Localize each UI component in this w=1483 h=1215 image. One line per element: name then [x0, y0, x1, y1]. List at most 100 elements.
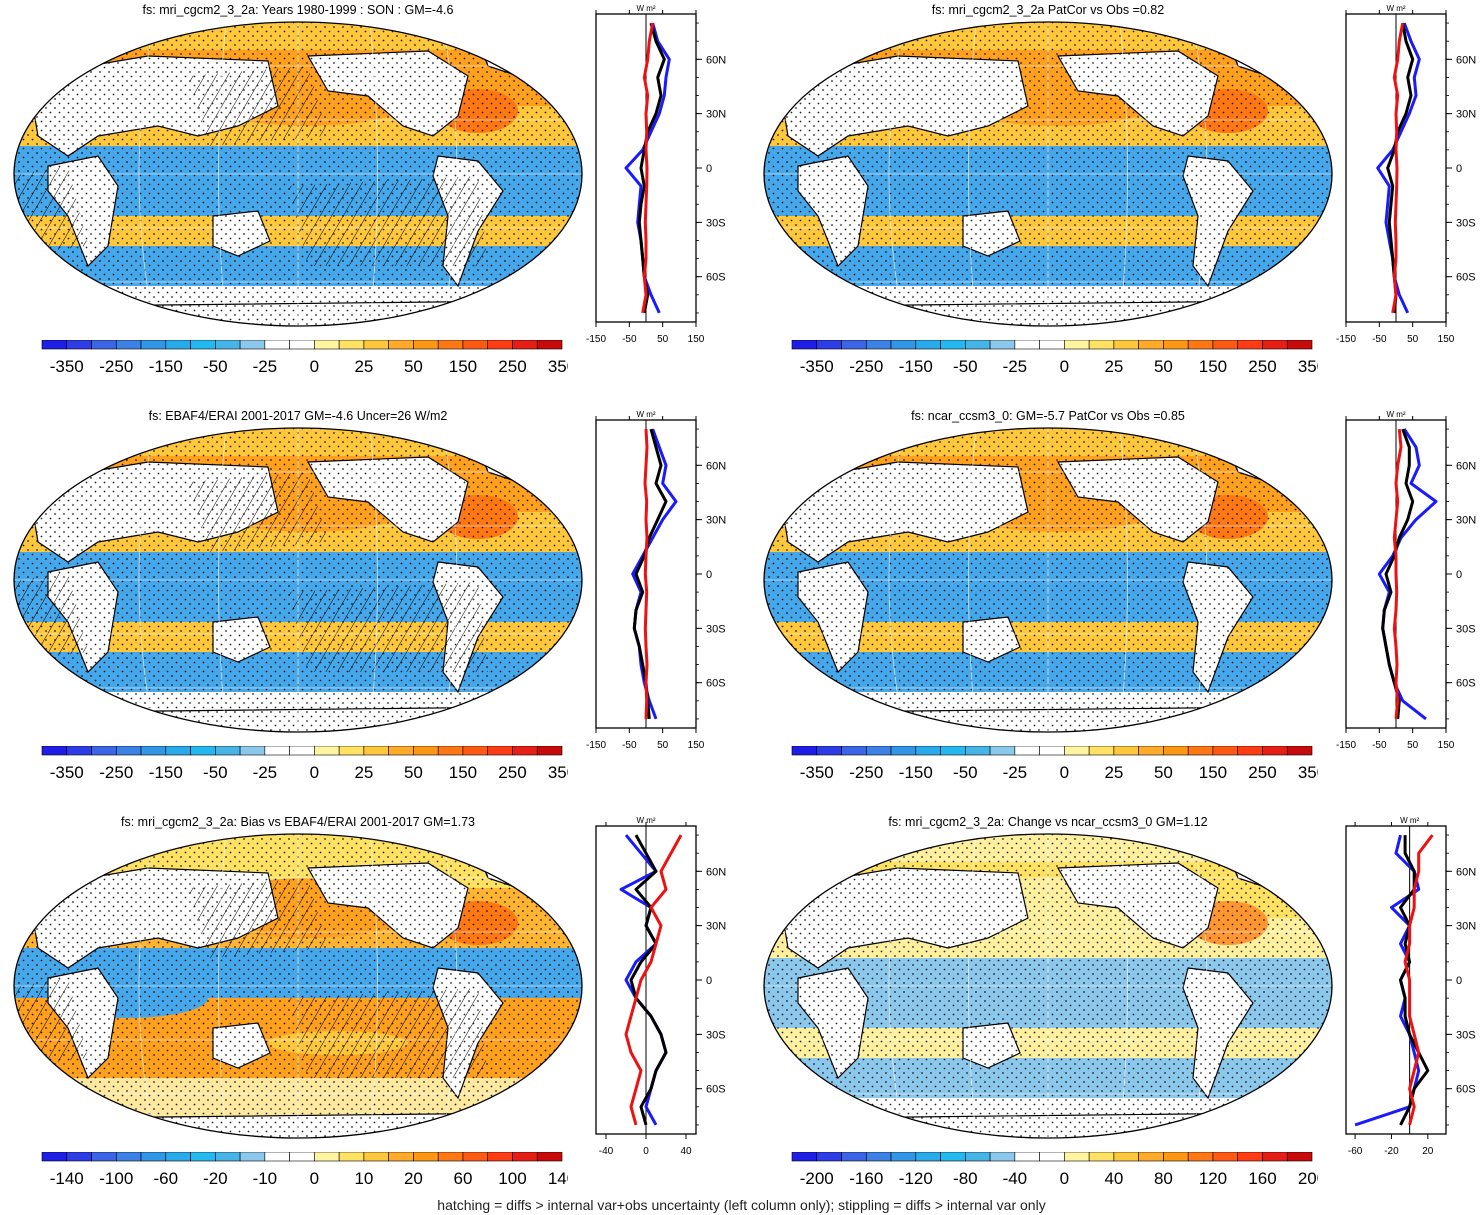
colorbar-tick-label: 20 [404, 1169, 423, 1188]
colorbar-swatch [791, 340, 818, 350]
colorbar-swatch [338, 1152, 365, 1162]
lat-tick-label: 60S [706, 1084, 726, 1096]
colorbar-swatch [512, 1152, 538, 1162]
profile-line-blue [631, 428, 678, 720]
panel-title: fs: mri_cgcm2_3_2a: Years 1980-1999 : SO… [142, 3, 454, 17]
colorbar-swatch [1014, 340, 1040, 350]
colorbar-tick-label: -250 [99, 763, 133, 782]
x-tick-label: 50 [657, 334, 669, 345]
lat-tick-label: 60N [1456, 460, 1476, 472]
colorbar-tick-label: -150 [899, 763, 933, 782]
colorbar-swatch [215, 746, 241, 756]
colorbar-swatch [413, 1152, 439, 1162]
colorbar-tick-label: -150 [149, 357, 183, 376]
colorbar-swatch [536, 1152, 563, 1162]
colorbar-swatch [363, 1152, 389, 1162]
colorbar-swatch [190, 746, 216, 756]
x-tick-label: -60 [1348, 1146, 1363, 1157]
colorbar-swatch [215, 340, 241, 350]
colorbar-swatch [1286, 1152, 1313, 1162]
panel-title: fs: mri_cgcm2_3_2a: Change vs ncar_ccsm3… [888, 815, 1208, 829]
profile-line-black [1381, 428, 1415, 720]
colorbar-tick-label: 250 [498, 763, 526, 782]
colorbar-swatch [264, 1152, 290, 1162]
colorbar-tick-label: 50 [404, 763, 423, 782]
colorbar-tick-label: -350 [800, 357, 834, 376]
colorbar-swatch [1014, 1152, 1040, 1162]
colorbar-swatch [91, 340, 117, 350]
x-tick-label: 50 [1407, 334, 1419, 345]
colorbar-tick-label: 0 [1060, 763, 1069, 782]
profile-unit: W m² [1386, 4, 1405, 13]
profile-line-red [643, 429, 649, 719]
colorbar-swatch [1014, 746, 1040, 756]
map-panel: fs: ncar_ccsm3_0: GM=-5.7 PatCor vs Obs … [758, 408, 1483, 808]
colorbar-swatch [338, 746, 365, 756]
colorbar-swatch [264, 340, 290, 350]
profile-line-black [629, 834, 668, 1126]
colorbar-swatch [890, 746, 917, 756]
colorbar-swatch [190, 340, 216, 350]
global-map [13, 427, 583, 733]
zonal-profile: W m² 60N 30N 0 30S 60S -150 -50 50 150 [586, 410, 726, 751]
x-tick-label: -50 [1372, 740, 1387, 751]
profile-unit: W m² [1400, 816, 1419, 825]
colorbar-swatch [1212, 746, 1239, 756]
colorbar-swatch [791, 746, 818, 756]
zonal-profile: W m² 60N 30N 0 30S 60S -150 -50 50 150 [1336, 410, 1476, 751]
lat-tick-label: 0 [1456, 163, 1462, 175]
colorbar-tick-label: -50 [203, 763, 228, 782]
lat-tick-label: 60N [1456, 866, 1476, 878]
colorbar-swatch [115, 1152, 142, 1162]
colorbar: -140-100-60-20-100102060100140 [41, 1152, 568, 1188]
colorbar-tick-label: 50 [1154, 763, 1173, 782]
map-field [764, 22, 1332, 326]
colorbar-tick-label: -150 [149, 763, 183, 782]
colorbar-swatch [1088, 340, 1115, 350]
map-panel: fs: mri_cgcm2_3_2a: Years 1980-1999 : SO… [8, 2, 748, 402]
colorbar-swatch [1064, 1152, 1090, 1162]
colorbar-tick-label: -60 [154, 1169, 179, 1188]
colorbar-swatch [1262, 340, 1288, 350]
profile-unit: W m² [1386, 410, 1405, 419]
profile-line-blue [619, 834, 668, 1126]
colorbar-tick-label: -25 [1003, 357, 1028, 376]
colorbar-swatch [140, 340, 167, 350]
colorbar-swatch [536, 746, 563, 756]
colorbar-tick-label: -25 [253, 763, 278, 782]
colorbar-tick-label: -25 [253, 357, 278, 376]
global-map [13, 21, 583, 327]
map-field [764, 834, 1332, 1138]
colorbar-tick-label: -50 [203, 357, 228, 376]
colorbar-tick-label: 0 [310, 763, 319, 782]
x-tick-label: -50 [622, 334, 637, 345]
colorbar-tick-label: 150 [1199, 763, 1227, 782]
colorbar-swatch [91, 746, 117, 756]
colorbar-swatch [388, 746, 414, 756]
colorbar-swatch [512, 746, 538, 756]
colorbar-swatch [1088, 1152, 1115, 1162]
colorbar-tick-label: 25 [354, 763, 373, 782]
colorbar: -350-250-150-50-2502550150250350 [41, 340, 568, 376]
colorbar-swatch [190, 1152, 216, 1162]
colorbar-swatch [965, 746, 991, 756]
zonal-profile: W m² 60N 30N 0 30S 60S -150 -50 50 150 [1336, 4, 1476, 345]
panel-title: fs: EBAF4/ERAI 2001-2017 GM=-4.6 Uncer=2… [148, 409, 448, 423]
colorbar-swatch [115, 746, 142, 756]
x-tick-label: 50 [1407, 740, 1419, 751]
colorbar-swatch [1237, 746, 1263, 756]
panel-title: fs: mri_cgcm2_3_2a PatCor vs Obs =0.82 [931, 3, 1165, 17]
lat-tick-label: 60N [706, 54, 726, 66]
map-field [14, 22, 582, 326]
colorbar-swatch [1212, 340, 1239, 350]
lat-tick-label: 30N [1456, 109, 1476, 121]
colorbar-swatch [487, 746, 513, 756]
colorbar-swatch [462, 1152, 489, 1162]
lat-tick-label: 60S [706, 272, 726, 284]
colorbar-swatch [1138, 340, 1164, 350]
colorbar-tick-label: -250 [849, 763, 883, 782]
colorbar-swatch [1113, 1152, 1139, 1162]
colorbar-swatch [437, 746, 464, 756]
lat-tick-label: 30S [1456, 623, 1476, 635]
colorbar-swatch [487, 1152, 513, 1162]
